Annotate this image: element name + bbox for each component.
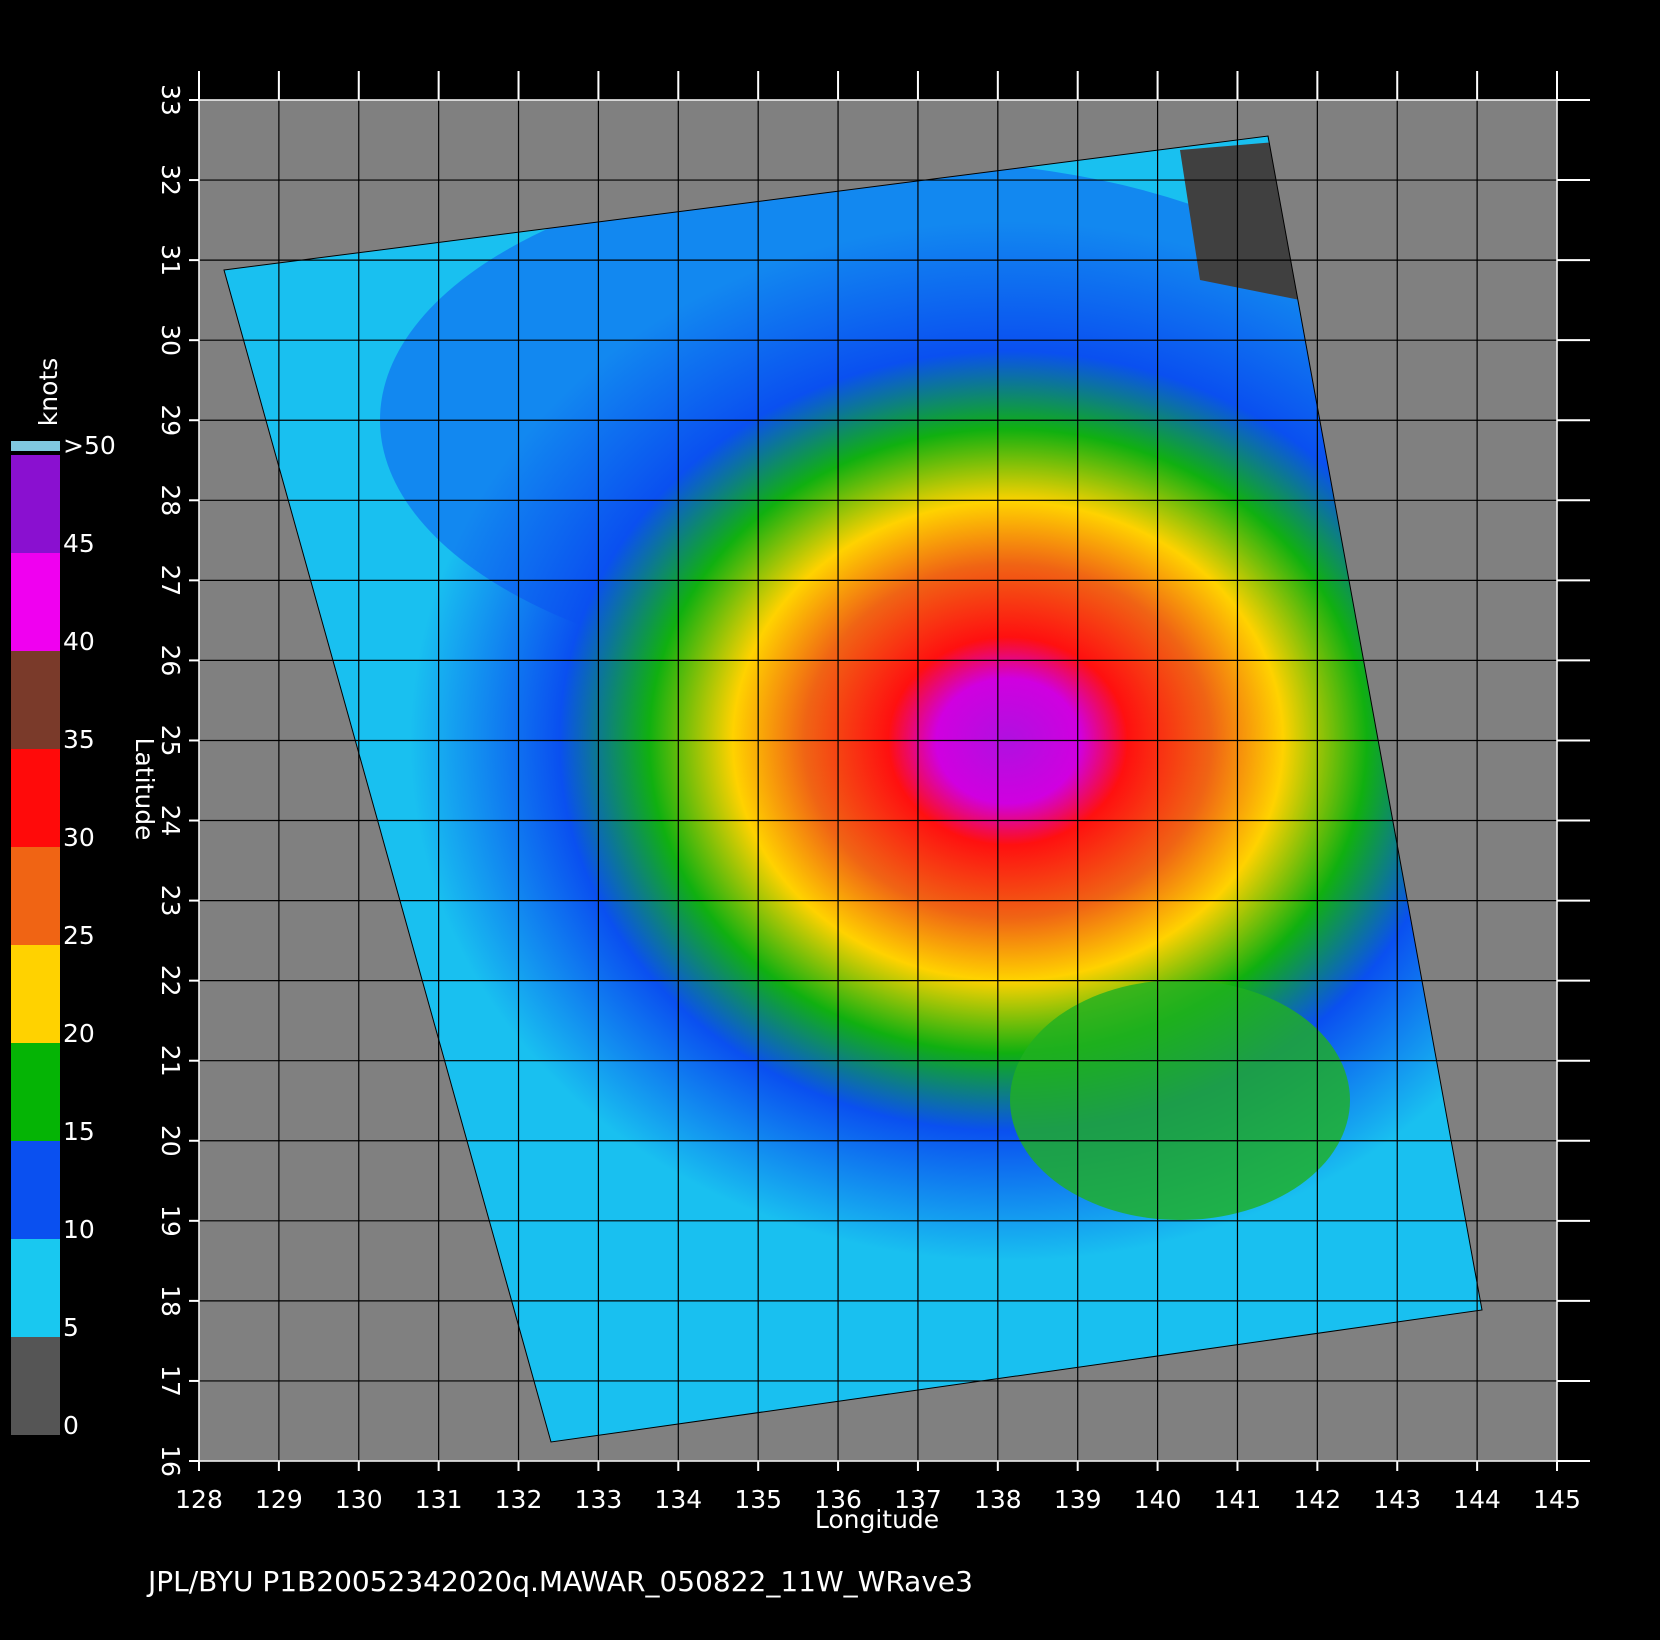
- x-axis-label: Longitude: [815, 1505, 939, 1534]
- x-tick-label: 135: [734, 1485, 782, 1514]
- x-tick-label: 132: [495, 1485, 543, 1514]
- colorbar-tick-label: 45: [63, 529, 95, 558]
- y-tick-label: 16: [156, 1445, 185, 1477]
- colorbar-band: [11, 1141, 60, 1239]
- x-tick-label: 139: [1054, 1485, 1102, 1514]
- x-tick-label: 142: [1293, 1485, 1341, 1514]
- x-tick-label: 128: [175, 1485, 223, 1514]
- colorbar-tick-label: 35: [63, 725, 95, 754]
- x-tick-label: 131: [415, 1485, 463, 1514]
- axes: 128 129 130 131 132 133 134 135 136 137 138 139 140 1…: [156, 71, 1590, 1514]
- colorbar-band: [11, 1239, 60, 1337]
- x-tick-label: 133: [575, 1485, 623, 1514]
- colorbar: 0 5 10 15 20 25 30 35 40 45 >50: [11, 431, 116, 1440]
- x-tick-label: 136: [814, 1485, 862, 1514]
- colorbar-tick-label: 20: [63, 1019, 95, 1048]
- x-tick-label: 129: [255, 1485, 303, 1514]
- x-tick-label: 134: [654, 1485, 702, 1514]
- colorbar-band: [11, 1043, 60, 1141]
- colorbar-tick-label: 30: [63, 823, 95, 852]
- colorbar-tick-label: 40: [63, 627, 95, 656]
- colorbar-tick-label: 10: [63, 1215, 95, 1244]
- y-tick-label: 20: [156, 1125, 185, 1157]
- footer: JPL/BYU P1B20052342020q.MAWAR_050822_11W…: [146, 1565, 973, 1598]
- y-tick-label: 17: [156, 1365, 185, 1397]
- x-tick-label: 130: [335, 1485, 383, 1514]
- colorbar-band: [11, 651, 60, 749]
- y-tick-label: 29: [156, 404, 185, 436]
- y-tick-label: 33: [156, 84, 185, 116]
- y-tick-label: 22: [156, 965, 185, 997]
- y-tick-label: 32: [156, 164, 185, 196]
- colorbar-label: knots: [34, 358, 63, 426]
- y-axis-label: Latitude: [130, 738, 159, 841]
- y-tick-label: 21: [156, 1045, 185, 1077]
- colorbar-band: [11, 553, 60, 651]
- storm-band: [1010, 980, 1350, 1220]
- x-tick-label: 145: [1533, 1485, 1581, 1514]
- y-tick-label: 30: [156, 324, 185, 356]
- colorbar-tick-label: 5: [63, 1313, 79, 1342]
- y-tick-label: 23: [156, 885, 185, 917]
- swath-edge: [223, 135, 1483, 1443]
- colorbar-band: [11, 847, 60, 945]
- x-tick-label: 143: [1373, 1485, 1421, 1514]
- y-tick-label: 18: [156, 1285, 185, 1317]
- x-tick-label: 140: [1134, 1485, 1182, 1514]
- colorbar-band: [11, 455, 60, 553]
- colorbar-cap: [11, 441, 60, 451]
- colorbar-tick-label: 25: [63, 921, 95, 950]
- y-tick-label: 24: [156, 805, 185, 837]
- x-tick-label: 141: [1214, 1485, 1262, 1514]
- plot-frame: [198, 99, 1558, 1462]
- x-tick-label: 144: [1453, 1485, 1501, 1514]
- y-tick-label: 19: [156, 1205, 185, 1237]
- colorbar-tick-label: >50: [63, 431, 116, 460]
- colorbar-band: [11, 749, 60, 847]
- x-tick-label: 138: [974, 1485, 1022, 1514]
- y-tick-label: 31: [156, 244, 185, 276]
- y-tick-label: 25: [156, 725, 185, 757]
- y-tick-label: 26: [156, 645, 185, 677]
- colorbar-band: [11, 1337, 60, 1435]
- y-tick-label: 27: [156, 564, 185, 596]
- x-tick-label: 137: [894, 1485, 942, 1514]
- y-tick-label: 28: [156, 484, 185, 516]
- colorbar-tick-label: 0: [63, 1411, 79, 1440]
- colorbar-tick-label: 15: [63, 1117, 95, 1146]
- colorbar-band: [11, 945, 60, 1043]
